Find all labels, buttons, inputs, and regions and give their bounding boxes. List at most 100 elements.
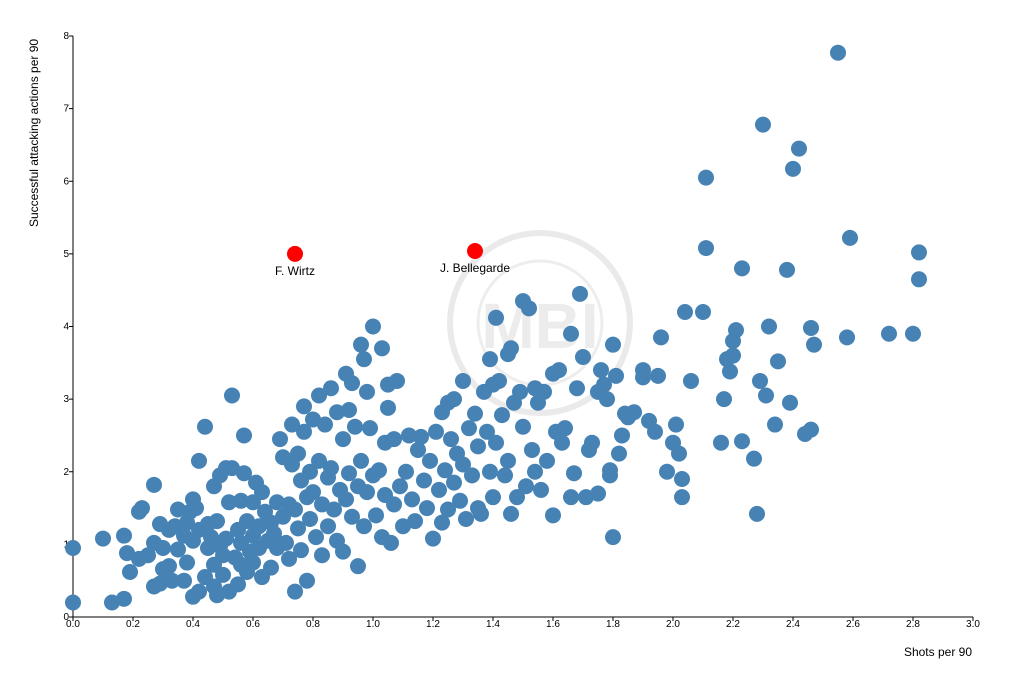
data-point [422,452,438,469]
x-tick-label: 2.6 [846,619,860,630]
data-point [431,481,447,498]
data-point [116,527,132,544]
data-point [563,325,579,342]
data-point [386,431,402,448]
data-point [482,351,498,368]
data-point [335,543,351,560]
data-point [302,463,318,480]
data-point [488,309,504,326]
data-point [161,558,177,575]
data-point [374,340,390,357]
data-point [716,391,732,408]
data-point [647,423,663,440]
data-point [281,550,297,567]
data-point [215,566,231,583]
data-point [287,583,303,600]
data-point [419,500,435,517]
data-point [308,529,324,546]
data-point [722,363,738,380]
data-point [614,427,630,444]
data-point [755,116,771,133]
data-point [221,494,237,511]
data-point [683,372,699,389]
data-point [806,336,822,353]
watermark-text: MBI [481,290,598,362]
x-tick-label: 0.4 [186,619,200,630]
data-point [596,376,612,393]
data-point [443,431,459,448]
data-point [341,402,357,419]
data-point [605,336,621,353]
watermark-logo: MBI [447,230,633,416]
data-point [425,530,441,547]
data-point [566,465,582,482]
data-point [593,362,609,379]
y-tick-label: 8 [63,31,69,42]
data-point [659,463,675,480]
data-point [464,467,480,484]
data-point [365,318,381,335]
data-point [290,445,306,462]
y-tick-label: 0 [63,612,69,623]
data-point [605,529,621,546]
data-point [911,271,927,288]
x-tick-label: 2.0 [666,619,680,630]
x-tick-label: 3.0 [966,619,980,630]
data-point [521,300,537,317]
data-point [236,465,252,482]
data-point [152,575,168,592]
data-point [296,423,312,440]
data-point [140,547,156,564]
data-point [470,438,486,455]
data-point [515,418,531,435]
data-point [416,472,432,489]
data-point [239,513,255,530]
data-point [551,362,567,379]
y-tick-label: 5 [63,249,69,260]
data-point [65,594,81,611]
data-point [404,491,420,508]
data-point [803,319,819,336]
data-point [674,489,690,506]
data-point [353,452,369,469]
data-point [383,534,399,551]
data-point [251,518,267,535]
data-point [668,416,684,433]
data-point [386,496,402,513]
data-point [344,508,360,525]
data-point [305,411,321,428]
data-point [305,484,321,501]
data-point [434,514,450,531]
data-point [218,530,234,547]
data-point [479,423,495,440]
data-point [458,510,474,527]
data-point [503,340,519,357]
watermark-ring [447,230,633,416]
data-point [122,563,138,580]
data-point [677,303,693,320]
data-point [191,452,207,469]
data-point [104,594,120,611]
data-point [356,518,372,535]
data-point [320,518,336,535]
data-point [752,372,768,389]
data-point [209,513,225,530]
data-point [518,478,534,495]
data-point [224,460,240,477]
data-point [179,554,195,571]
data-point [533,481,549,498]
data-point [362,420,378,437]
data-point [155,540,171,557]
data-point [569,380,585,397]
data-point [401,427,417,444]
axes: 0.0 0.2 0.4 0.6 0.8 1.0 1.2 1.4 1.6 1.8 2.0 2.2 2.4 2… [63,31,980,630]
x-tick-label: 0.0 [66,619,80,630]
data-point [785,160,801,177]
data-point [554,434,570,451]
data-point [224,387,240,404]
data-point [317,416,333,433]
data-point [527,463,543,480]
y-tick-label: 3 [63,394,69,405]
highlighted-point-label: F. Wirtz [275,264,315,278]
